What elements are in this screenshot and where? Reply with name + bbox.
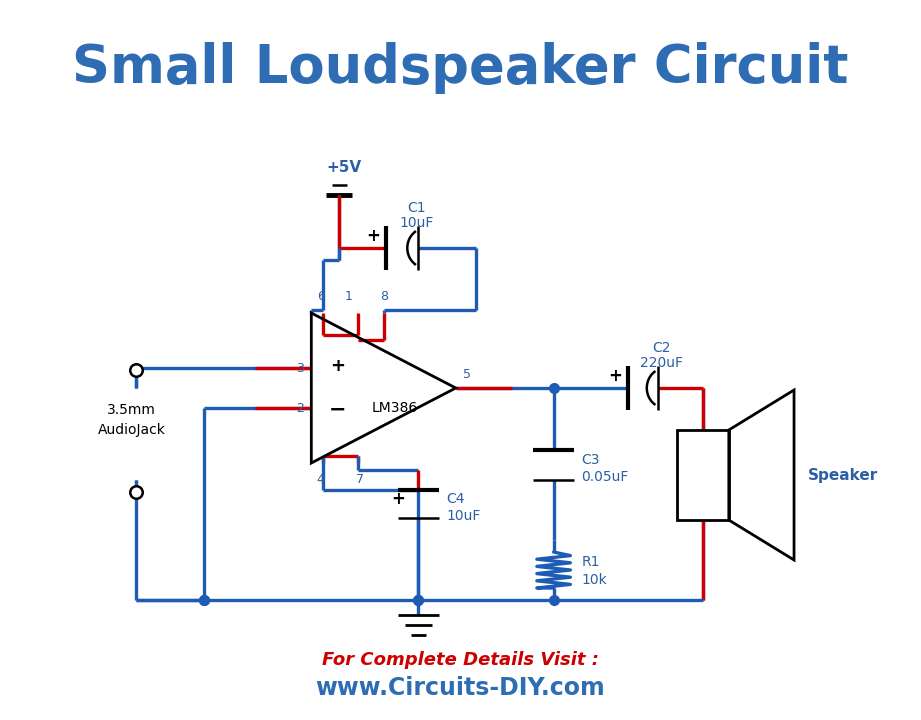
Text: 220uF: 220uF: [640, 356, 683, 370]
Text: 3.5mm: 3.5mm: [107, 403, 156, 417]
Text: +: +: [391, 490, 405, 508]
Text: 10uF: 10uF: [399, 216, 434, 230]
Text: 2: 2: [296, 402, 304, 415]
Text: 7: 7: [356, 473, 364, 486]
Text: C4: C4: [447, 492, 465, 506]
Text: +: +: [608, 367, 622, 385]
Text: C2: C2: [652, 341, 671, 355]
Text: For Complete Details Visit :: For Complete Details Visit :: [322, 651, 599, 669]
Text: C1: C1: [407, 201, 426, 215]
Text: R1: R1: [581, 555, 600, 569]
Text: 8: 8: [380, 290, 388, 303]
Text: Small Loudspeaker Circuit: Small Loudspeaker Circuit: [72, 42, 848, 94]
Text: +5V: +5V: [326, 160, 362, 175]
Text: −: −: [329, 400, 346, 420]
Text: www.Circuits-DIY.com: www.Circuits-DIY.com: [316, 676, 605, 700]
Text: 10uF: 10uF: [447, 509, 481, 523]
Text: 4: 4: [317, 473, 324, 486]
Text: AudioJack: AudioJack: [98, 423, 166, 437]
Text: 0.05uF: 0.05uF: [581, 470, 629, 484]
Text: 5: 5: [463, 367, 472, 380]
Text: LM386: LM386: [372, 401, 418, 415]
Bar: [677, 430, 729, 520]
Text: 10k: 10k: [581, 573, 607, 587]
Text: 1: 1: [344, 290, 353, 303]
Text: Speaker: Speaker: [808, 467, 879, 482]
Text: +: +: [366, 227, 379, 245]
Text: 6: 6: [317, 290, 324, 303]
Text: C3: C3: [581, 453, 600, 467]
Text: +: +: [330, 357, 344, 375]
Text: 3: 3: [296, 361, 304, 374]
